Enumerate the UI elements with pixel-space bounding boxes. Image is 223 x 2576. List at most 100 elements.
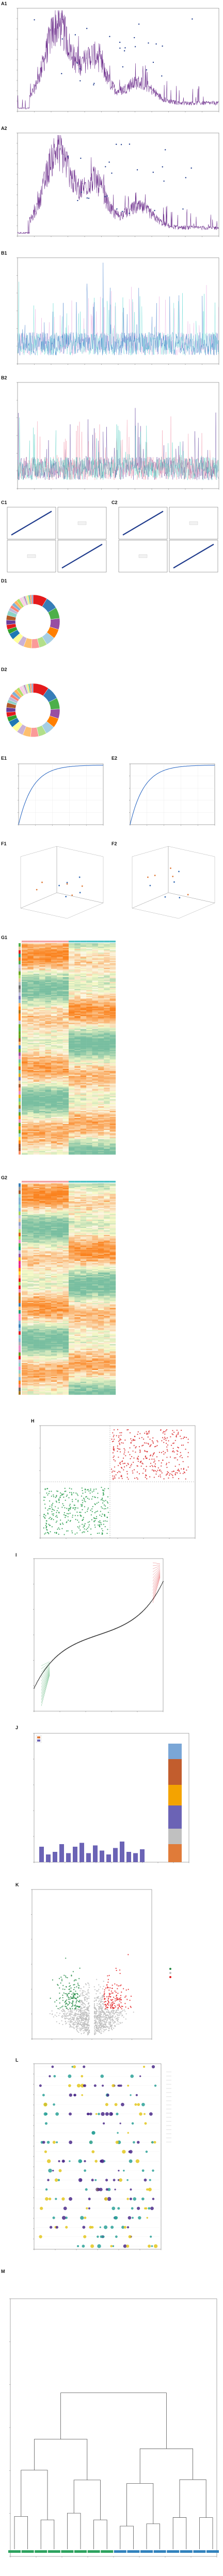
heatmap-cell: [74, 952, 81, 954]
heatmap-cell: [57, 1228, 63, 1230]
heatmap-cell: [45, 1274, 52, 1275]
heatmap-cell: [27, 998, 34, 1000]
heatmap-cell: [92, 1304, 99, 1306]
heatmap-cell: [69, 1019, 75, 1021]
heatmap-cell: [69, 1112, 75, 1114]
heatmap-cell: [74, 1283, 81, 1285]
heatmap-cell: [45, 1260, 52, 1261]
heatmap-cell: [39, 1189, 45, 1191]
heatmap-cell: [109, 1215, 116, 1216]
heatmap-cell: [57, 943, 63, 945]
heatmap-cell: [62, 1257, 69, 1259]
heatmap-cell: [104, 1291, 110, 1293]
heatmap-cell: [57, 1216, 63, 1218]
heatmap-cell: [80, 1262, 87, 1264]
heatmap-cell: [57, 1060, 63, 1062]
heatmap-cell: [86, 1224, 92, 1226]
heatmap-cell: [92, 1120, 99, 1122]
heatmap-cell: [27, 1042, 34, 1043]
heatmap-cell: [86, 1018, 92, 1020]
heatmap-cell: [80, 1049, 87, 1050]
heatmap-cell: [74, 1114, 81, 1116]
heatmap-cell: [92, 989, 99, 991]
heatmap-cell: [74, 1185, 81, 1187]
heatmap-cell: [86, 944, 92, 946]
heatmap-cell: [92, 1276, 99, 1278]
heatmap-cell: [51, 1041, 57, 1042]
heatmap-cell: [62, 957, 69, 959]
heatmap-cell: [104, 1236, 110, 1237]
heatmap-cell: [69, 1186, 75, 1189]
heatmap-cell: [57, 1185, 63, 1187]
heatmap-cell: [109, 1256, 116, 1258]
heatmap-cell: [69, 1269, 75, 1270]
heatmap-cell: [86, 1071, 92, 1073]
heatmap-cell: [80, 944, 87, 946]
heatmap-cell: [104, 1275, 110, 1277]
heatmap-cell: [98, 1223, 104, 1225]
heatmap-cell: [74, 1235, 81, 1236]
heatmap-cell: [86, 1220, 92, 1223]
heatmap-cell: [62, 1218, 69, 1220]
heatmap-cell: [27, 1083, 34, 1084]
class-bar: [19, 1105, 21, 1109]
heatmap-cell: [51, 1127, 57, 1129]
heatmap-cell: [51, 1281, 57, 1282]
heatmap-cell: [57, 1303, 63, 1304]
heatmap-cell: [22, 1003, 28, 1005]
heatmap-cell: [86, 1081, 92, 1083]
heatmap-cell: [39, 1131, 45, 1132]
heatmap-cell: [86, 1287, 92, 1290]
heatmap-cell: [80, 1297, 87, 1299]
heatmap-cell: [57, 1146, 63, 1148]
heatmap-cell: [22, 946, 28, 948]
heatmap-cell: [69, 1241, 75, 1243]
heatmap-cell: [45, 1126, 52, 1128]
heatmap-cell: [57, 1189, 63, 1191]
heatmap-cell: [104, 1149, 110, 1151]
heatmap-cell: [109, 1031, 116, 1033]
panel-g1: G1: [0, 934, 223, 1171]
heatmap-cell: [69, 1052, 75, 1054]
heatmap-cell: [86, 997, 92, 999]
heatmap-cell: [33, 1086, 40, 1088]
heatmap-cell: [39, 952, 45, 954]
heatmap-cell: [86, 1237, 92, 1239]
heatmap-cell: [51, 1260, 57, 1261]
heatmap-cell: [62, 1009, 69, 1011]
peak-marker: [61, 38, 63, 40]
heatmap-cell: [57, 1023, 63, 1025]
heatmap-cell: [69, 1222, 75, 1224]
heatmap-cell: [80, 1198, 87, 1200]
heatmap-cell: [69, 1217, 75, 1219]
heatmap-cell: [69, 956, 75, 958]
heatmap-cell: [57, 1256, 63, 1258]
heatmap-cell: [45, 1235, 52, 1236]
heatmap-cell: [57, 1013, 63, 1015]
scatter3d-point: [79, 892, 81, 894]
heatmap-cell: [92, 1144, 99, 1145]
heatmap-cell: [45, 1092, 52, 1094]
heatmap-cell: [104, 946, 110, 948]
heatmap-cell: [51, 1133, 57, 1135]
heatmap-cell: [104, 1128, 110, 1130]
heatmap-cell: [45, 1094, 52, 1096]
heatmap-cell: [92, 1263, 99, 1265]
heatmap-cell: [92, 1153, 99, 1155]
heatmap-cell: [57, 1018, 63, 1020]
heatmap-cell: [80, 1122, 87, 1123]
heatmap-cell: [74, 1130, 81, 1131]
heatmap-cell: [86, 1298, 92, 1300]
scatter-matrix-c2: [118, 507, 218, 573]
heatmap-cell: [22, 1253, 28, 1256]
heatmap-cell: [80, 1019, 87, 1021]
heatmap-cell: [39, 1226, 45, 1227]
heatmap-cell: [22, 972, 28, 974]
heatmap-cell: [39, 1254, 45, 1257]
heatmap-cell: [92, 1106, 99, 1108]
heatmap-cell: [27, 1232, 34, 1234]
peak-marker: [79, 80, 81, 81]
heatmap-cell: [39, 1290, 45, 1292]
heatmap-cell: [62, 1298, 69, 1300]
heatmap-cell: [69, 1134, 75, 1136]
